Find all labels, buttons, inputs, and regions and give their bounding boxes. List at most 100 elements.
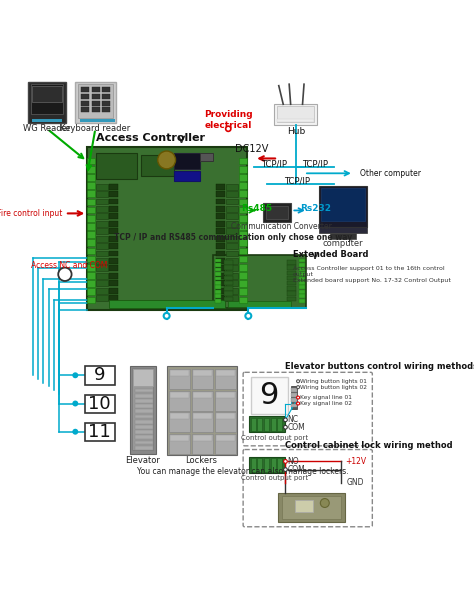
- Bar: [226, 191, 238, 197]
- Bar: [292, 404, 297, 407]
- Bar: [85, 395, 115, 413]
- Bar: [239, 264, 247, 271]
- Bar: [81, 107, 90, 112]
- Bar: [80, 119, 115, 122]
- Bar: [215, 290, 221, 294]
- Bar: [133, 369, 153, 385]
- Bar: [287, 291, 296, 296]
- Bar: [239, 207, 247, 213]
- Text: DC12V: DC12V: [236, 144, 269, 154]
- Bar: [239, 231, 247, 238]
- Bar: [192, 435, 212, 441]
- Bar: [226, 221, 238, 227]
- Text: Keyboard reader: Keyboard reader: [60, 124, 130, 133]
- Bar: [87, 199, 95, 206]
- Circle shape: [297, 396, 300, 399]
- Bar: [96, 243, 108, 249]
- Bar: [87, 231, 95, 238]
- Bar: [87, 256, 95, 263]
- Bar: [87, 215, 95, 221]
- Text: Rs485: Rs485: [241, 204, 272, 213]
- Bar: [228, 301, 292, 307]
- Bar: [81, 100, 90, 106]
- Bar: [96, 288, 108, 294]
- Bar: [192, 369, 213, 389]
- Circle shape: [283, 460, 287, 463]
- Bar: [251, 377, 288, 414]
- Bar: [170, 435, 189, 441]
- Bar: [135, 404, 153, 408]
- Text: 11: 11: [89, 423, 111, 441]
- Bar: [224, 276, 233, 280]
- Bar: [102, 107, 110, 112]
- Bar: [109, 295, 118, 301]
- Bar: [226, 243, 238, 249]
- Bar: [96, 265, 108, 271]
- Bar: [192, 370, 212, 376]
- Bar: [226, 213, 238, 219]
- Bar: [216, 191, 225, 197]
- Bar: [102, 94, 110, 99]
- Bar: [170, 413, 189, 419]
- Text: Hub: Hub: [287, 127, 305, 136]
- Text: 10: 10: [89, 395, 111, 412]
- Text: Elevator buttons control wiring methods: Elevator buttons control wiring methods: [285, 362, 474, 371]
- Bar: [85, 423, 115, 441]
- Bar: [299, 281, 305, 285]
- Bar: [215, 263, 221, 267]
- Bar: [87, 174, 95, 181]
- Bar: [109, 213, 118, 219]
- Bar: [170, 370, 189, 376]
- Bar: [96, 280, 108, 286]
- Bar: [132, 368, 153, 449]
- Bar: [102, 100, 110, 106]
- Circle shape: [283, 418, 287, 422]
- Text: 9: 9: [259, 381, 279, 410]
- Text: GND: GND: [347, 478, 365, 488]
- Bar: [96, 184, 108, 190]
- Bar: [249, 457, 285, 473]
- Bar: [109, 258, 118, 264]
- Bar: [216, 213, 225, 219]
- Bar: [87, 247, 95, 254]
- Bar: [287, 271, 296, 275]
- Bar: [216, 206, 225, 212]
- Bar: [75, 82, 116, 123]
- Bar: [135, 435, 153, 439]
- Bar: [295, 500, 313, 512]
- Bar: [299, 294, 305, 298]
- Bar: [226, 280, 238, 286]
- Bar: [299, 272, 305, 276]
- Bar: [224, 286, 233, 291]
- Bar: [215, 281, 221, 285]
- Circle shape: [297, 402, 300, 405]
- Bar: [239, 199, 247, 206]
- Bar: [96, 199, 108, 204]
- Bar: [224, 271, 233, 275]
- Bar: [215, 412, 236, 432]
- Text: Communication Converter: Communication Converter: [231, 223, 332, 231]
- Bar: [292, 398, 297, 402]
- Bar: [226, 236, 238, 241]
- Text: TCP/IP: TCP/IP: [302, 160, 328, 169]
- Text: TCP / IP and RS485 communication only chose one way: TCP / IP and RS485 communication only ch…: [114, 233, 353, 243]
- Bar: [216, 265, 225, 271]
- Circle shape: [297, 385, 300, 389]
- Bar: [271, 458, 276, 472]
- Circle shape: [297, 380, 300, 382]
- Bar: [239, 182, 247, 189]
- Bar: [299, 263, 305, 267]
- Bar: [87, 264, 95, 271]
- Bar: [239, 240, 247, 246]
- Text: computer: computer: [322, 238, 363, 247]
- Bar: [292, 387, 297, 409]
- Bar: [109, 280, 118, 286]
- Text: Access Controller support 01 to the 16th control: Access Controller support 01 to the 16th…: [293, 266, 445, 271]
- Bar: [299, 285, 305, 289]
- Bar: [216, 184, 225, 190]
- Bar: [274, 104, 318, 125]
- Text: Wiring button lights 01: Wiring button lights 01: [301, 379, 367, 384]
- Bar: [278, 492, 345, 522]
- Bar: [31, 84, 64, 114]
- Circle shape: [73, 429, 78, 435]
